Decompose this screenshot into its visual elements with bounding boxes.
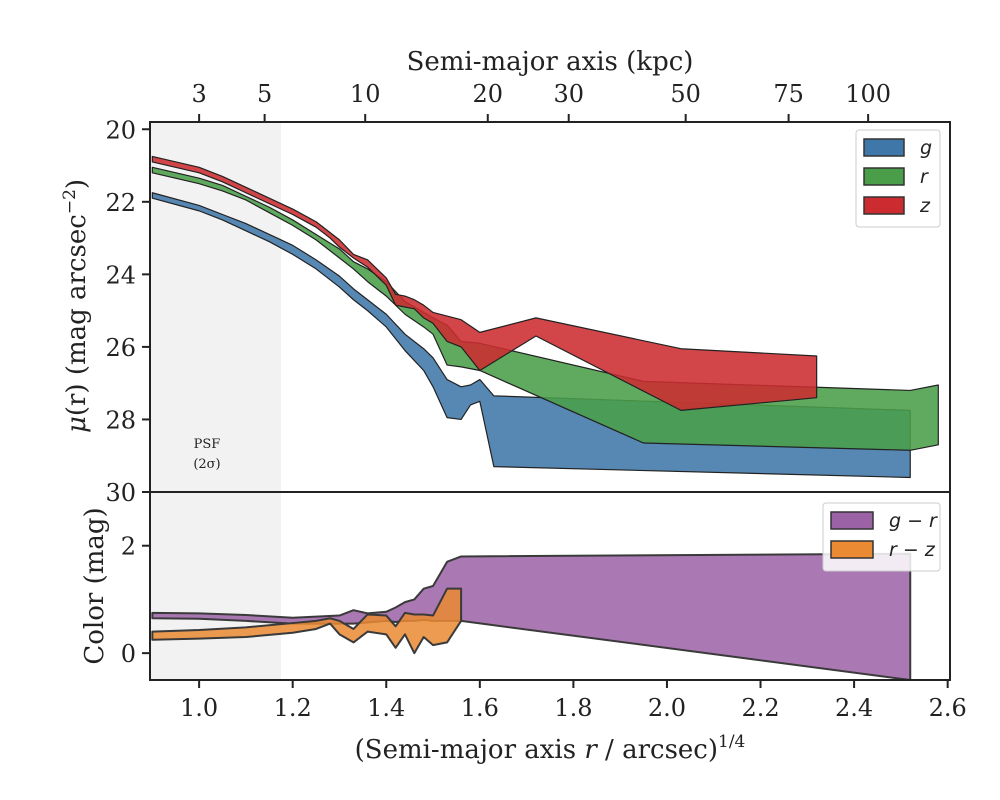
r-legend-label: r (920, 166, 929, 188)
bottom-x-tick-label: 1.0 (180, 694, 218, 722)
upper-y-ticks: 20 22 24 26 28 30 (105, 116, 150, 507)
z-swatch (863, 196, 905, 215)
surface-brightness-series (151, 155, 939, 479)
upper-y-tick-label: 22 (105, 189, 136, 217)
x-label-main: (Semi-major axis (355, 735, 585, 765)
bottom-x-ticks: 1.0 1.2 1.4 1.6 1.8 2.0 2.2 2.4 2.6 (180, 680, 967, 722)
psf-label-line2: (2σ) (193, 457, 220, 472)
x-label-var: r (584, 735, 598, 765)
top-axis-tick-label: 50 (670, 80, 701, 108)
top-axis-tick-label: 75 (773, 80, 804, 108)
bottom-x-tick-label: 2.4 (835, 694, 873, 722)
r-minus-z-legend-label: r − z (889, 539, 936, 561)
top-axis-tick-label: 30 (553, 80, 584, 108)
r-swatch (863, 167, 905, 186)
x-label-sup: 1/4 (718, 732, 745, 752)
top-axis-tick-label: 20 (473, 80, 504, 108)
surface-brightness-panel: 20 22 24 26 28 30 PSF (2σ) grz μ(r) (mag arcs… (60, 116, 951, 507)
top-axis-tick-label: 10 (350, 80, 381, 108)
g-legend-label: g (920, 137, 932, 159)
upper-y-axis-label: μ(r) (mag arcsec−2) (60, 179, 92, 433)
bottom-x-tick-label: 1.6 (461, 694, 499, 722)
lower-y-tick-label: 2 (121, 533, 136, 561)
r-minus-z-swatch (830, 540, 874, 559)
top-axis-tick-label: 3 (191, 80, 206, 108)
bottom-x-tick-label: 1.2 (274, 694, 312, 722)
upper-legend: grz (855, 129, 941, 228)
g-swatch (863, 138, 905, 157)
psf-band-lower (150, 492, 281, 680)
bottom-x-axis-label: (Semi-major axis r / arcsec)1/4 (355, 732, 746, 765)
band-r-minus-z (151, 587, 463, 655)
upper-y-tick-label: 30 (105, 479, 136, 507)
y-label-sup: −2 (60, 189, 80, 214)
lower-y-axis-label: Color (mag) (80, 507, 110, 664)
y-label-mu: μ (62, 416, 92, 433)
y-label-close: ) (62, 179, 92, 189)
y-label-main: (r) (mag arcsec (62, 214, 92, 416)
upper-y-tick-label: 26 (105, 334, 136, 362)
bottom-x-tick-label: 2.6 (929, 694, 967, 722)
z-legend-label: z (919, 195, 931, 217)
bottom-x-tick-label: 1.4 (367, 694, 405, 722)
g-minus-r-swatch (830, 511, 874, 530)
top-axis-ticks: 3 5 10 20 30 50 75 100 (191, 80, 891, 122)
top-axis-title: Semi-major axis (kpc) (407, 47, 694, 77)
upper-y-tick-label: 20 (105, 116, 136, 144)
top-axis-tick-label: 5 (257, 80, 272, 108)
upper-y-tick-label: 24 (105, 261, 136, 289)
band-z (151, 155, 818, 411)
color-panel: 02 1.0 1.2 1.4 1.6 1.8 2.0 2.2 2.4 2.6 g − rr − … (80, 491, 967, 765)
bottom-x-tick-label: 2.0 (648, 694, 686, 722)
g-minus-r-legend-label: g − r (889, 510, 938, 532)
top-axis-tick-label: 100 (845, 80, 891, 108)
bottom-x-tick-label: 2.2 (741, 694, 779, 722)
lower-y-tick-label: 0 (121, 640, 136, 668)
bottom-x-tick-label: 1.8 (554, 694, 592, 722)
psf-label-line1: PSF (194, 437, 221, 452)
lower-panel-frame (149, 491, 951, 681)
x-label-rest: / arcsec) (597, 735, 718, 765)
upper-y-tick-label: 28 (105, 406, 136, 434)
lower-legend: g − r r − z (822, 502, 941, 572)
lower-y-ticks: 02 (121, 533, 150, 668)
band-r (151, 166, 939, 451)
